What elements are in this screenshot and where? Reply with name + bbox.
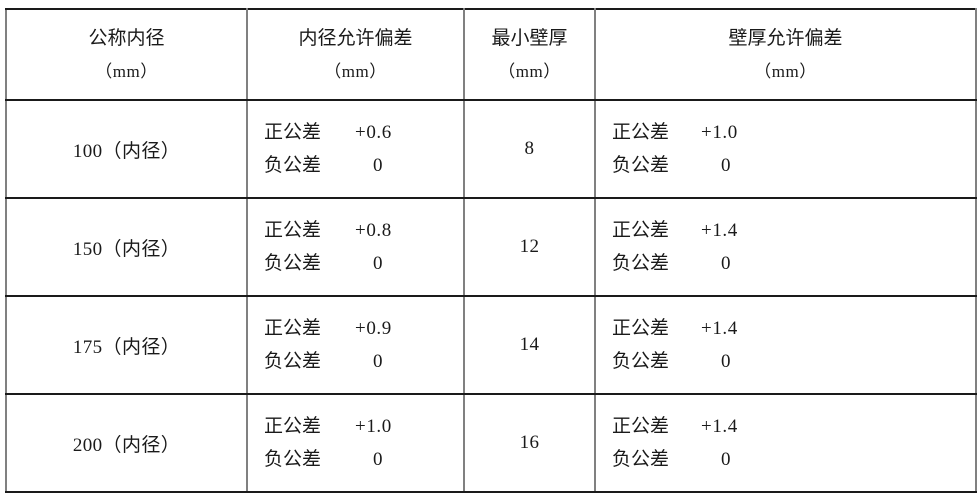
wall-tolerance-negative-value: 0: [721, 351, 732, 372]
cell-nominal-id: 200（内径）: [5, 394, 248, 493]
column-header-id-tolerance-title: 内径允许偏差: [298, 27, 413, 49]
column-header-id-tolerance: 内径允许偏差 （mm）: [246, 8, 465, 101]
wall-tolerance-positive-value: +1.4: [701, 416, 738, 437]
id-tolerance-negative: 负公差 0: [264, 450, 463, 469]
table-body: 100（内径） 正公差 +0.6 负公差 0 8: [5, 100, 977, 493]
id-tolerance-positive: 正公差 +1.0: [264, 417, 463, 436]
wall-tolerance-negative-value: 0: [721, 155, 732, 176]
wall-tolerance-positive-label: 正公差: [612, 122, 670, 143]
column-header-id-tolerance-unit: （mm）: [324, 61, 387, 81]
nominal-id-value: 150（内径）: [72, 238, 181, 260]
pipe-dimension-table: 公称内径 （mm） 内径允许偏差 （mm） 最小壁厚 （mm）: [5, 8, 977, 493]
id-tolerance-negative-label: 负公差: [264, 449, 322, 470]
id-tolerance-positive-label: 正公差: [264, 318, 322, 339]
cell-id-tolerance: 正公差 +0.9 负公差 0: [246, 296, 465, 395]
cell-min-wall: 16: [463, 394, 596, 493]
id-tolerance-negative-value: 0: [373, 253, 384, 274]
nominal-id-value: 175（内径）: [72, 336, 181, 358]
column-header-min-wall-title: 最小壁厚: [491, 27, 568, 49]
id-tolerance-positive: 正公差 +0.6: [264, 123, 463, 142]
column-header-wall-tolerance-unit: （mm）: [754, 61, 817, 81]
table-row: 200（内径） 正公差 +1.0 负公差 0 1: [5, 394, 977, 493]
nominal-id-value: 100（内径）: [72, 140, 181, 162]
table-row: 175（内径） 正公差 +0.9 负公差 0 1: [5, 296, 977, 395]
min-wall-value: 14: [519, 334, 540, 355]
wall-tolerance-negative-label: 负公差: [612, 253, 670, 274]
id-tolerance-negative: 负公差 0: [264, 352, 463, 371]
wall-tolerance-positive: 正公差 +1.4: [612, 319, 975, 338]
cell-id-tolerance: 正公差 +0.6 负公差 0: [246, 100, 465, 199]
wall-tolerance-negative: 负公差 0: [612, 156, 975, 175]
column-header-wall-tolerance: 壁厚允许偏差 （mm）: [594, 8, 977, 101]
min-wall-value: 16: [519, 432, 540, 453]
table-header-row: 公称内径 （mm） 内径允许偏差 （mm） 最小壁厚 （mm）: [5, 8, 977, 101]
cell-min-wall: 14: [463, 296, 596, 395]
id-tolerance-positive: 正公差 +0.8: [264, 221, 463, 240]
cell-id-tolerance: 正公差 +1.0 负公差 0: [246, 394, 465, 493]
cell-nominal-id: 100（内径）: [5, 100, 248, 199]
column-header-min-wall: 最小壁厚 （mm）: [463, 8, 596, 101]
cell-nominal-id: 175（内径）: [5, 296, 248, 395]
wall-tolerance-positive-label: 正公差: [612, 416, 670, 437]
id-tolerance-negative: 负公差 0: [264, 254, 463, 273]
id-tolerance-negative-label: 负公差: [264, 351, 322, 372]
cell-wall-tolerance: 正公差 +1.4 负公差 0: [594, 198, 977, 297]
wall-tolerance-negative-value: 0: [721, 449, 732, 470]
cell-wall-tolerance: 正公差 +1.4 负公差 0: [594, 394, 977, 493]
nominal-id-value: 200（内径）: [72, 434, 181, 456]
cell-wall-tolerance: 正公差 +1.0 负公差 0: [594, 100, 977, 199]
wall-tolerance-negative-value: 0: [721, 253, 732, 274]
id-tolerance-negative-label: 负公差: [264, 253, 322, 274]
id-tolerance-positive-label: 正公差: [264, 416, 322, 437]
id-tolerance-negative-value: 0: [373, 449, 384, 470]
column-header-wall-tolerance-title: 壁厚允许偏差: [728, 27, 843, 49]
wall-tolerance-positive: 正公差 +1.0: [612, 123, 975, 142]
wall-tolerance-positive-value: +1.4: [701, 318, 738, 339]
wall-tolerance-positive-label: 正公差: [612, 220, 670, 241]
min-wall-value: 8: [524, 138, 535, 159]
id-tolerance-positive-label: 正公差: [264, 220, 322, 241]
min-wall-value: 12: [519, 236, 540, 257]
table-row: 150（内径） 正公差 +0.8 负公差 0 1: [5, 198, 977, 297]
wall-tolerance-positive: 正公差 +1.4: [612, 417, 975, 436]
cell-min-wall: 8: [463, 100, 596, 199]
column-header-min-wall-unit: （mm）: [498, 61, 561, 81]
column-header-nominal-id-unit: （mm）: [95, 61, 158, 81]
wall-tolerance-negative-label: 负公差: [612, 351, 670, 372]
wall-tolerance-positive-label: 正公差: [612, 318, 670, 339]
column-header-nominal-id-title: 公称内径: [88, 27, 165, 49]
id-tolerance-positive-value: +1.0: [355, 416, 392, 437]
wall-tolerance-negative: 负公差 0: [612, 254, 975, 273]
table-row: 100（内径） 正公差 +0.6 负公差 0 8: [5, 100, 977, 199]
wall-tolerance-negative: 负公差 0: [612, 450, 975, 469]
wall-tolerance-positive: 正公差 +1.4: [612, 221, 975, 240]
id-tolerance-positive-value: +0.8: [355, 220, 392, 241]
id-tolerance-positive-value: +0.9: [355, 318, 392, 339]
id-tolerance-positive-value: +0.6: [355, 122, 392, 143]
id-tolerance-negative: 负公差 0: [264, 156, 463, 175]
id-tolerance-negative-label: 负公差: [264, 155, 322, 176]
table-header: 公称内径 （mm） 内径允许偏差 （mm） 最小壁厚 （mm）: [5, 8, 977, 101]
cell-min-wall: 12: [463, 198, 596, 297]
wall-tolerance-negative: 负公差 0: [612, 352, 975, 371]
cell-wall-tolerance: 正公差 +1.4 负公差 0: [594, 296, 977, 395]
wall-tolerance-negative-label: 负公差: [612, 449, 670, 470]
id-tolerance-negative-value: 0: [373, 351, 384, 372]
id-tolerance-positive: 正公差 +0.9: [264, 319, 463, 338]
id-tolerance-negative-value: 0: [373, 155, 384, 176]
cell-id-tolerance: 正公差 +0.8 负公差 0: [246, 198, 465, 297]
wall-tolerance-positive-value: +1.0: [701, 122, 738, 143]
wall-tolerance-positive-value: +1.4: [701, 220, 738, 241]
id-tolerance-positive-label: 正公差: [264, 122, 322, 143]
column-header-nominal-id: 公称内径 （mm）: [5, 8, 248, 101]
wall-tolerance-negative-label: 负公差: [612, 155, 670, 176]
cell-nominal-id: 150（内径）: [5, 198, 248, 297]
